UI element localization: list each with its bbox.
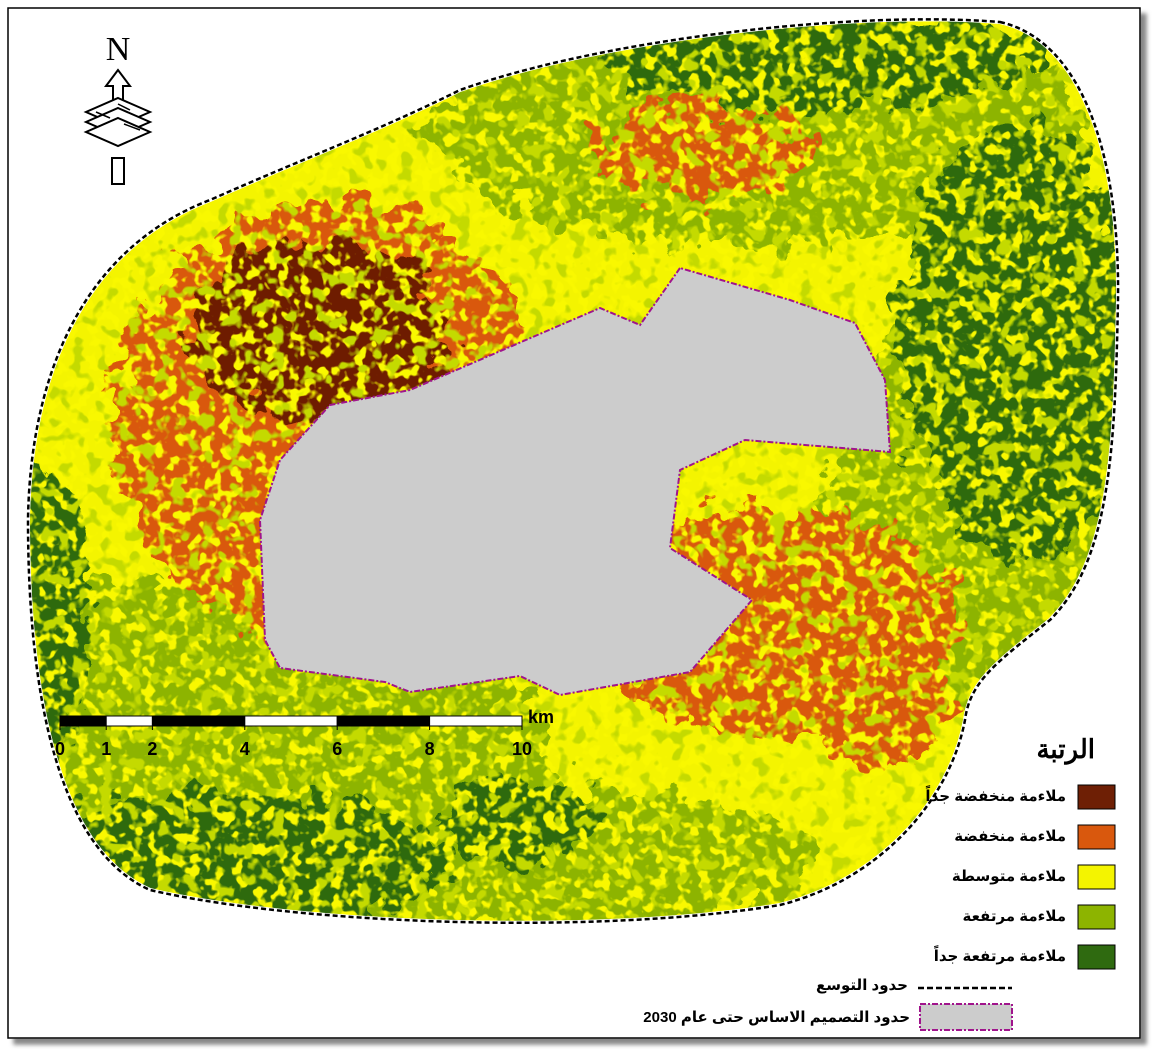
legend-label: حدود التوسع — [816, 977, 908, 994]
legend-label: ملاءمة متوسطة — [952, 868, 1066, 885]
legend-swatch — [1078, 865, 1115, 889]
legend-title: الرتبة — [1036, 735, 1095, 765]
scale-segment — [106, 716, 152, 726]
page: N الرتبة ملاءمة منخفضة جداً ملاءمة منخفضة… — [0, 0, 1156, 1053]
legend-label: ملاءمة منخفضة — [954, 828, 1066, 845]
map: N الرتبة ملاءمة منخفضة جداً ملاءمة منخفضة… — [0, 0, 1156, 1053]
scale-label: 2 — [147, 739, 157, 759]
scale-label: 4 — [240, 739, 250, 759]
scale-segment — [60, 716, 106, 726]
legend-swatch — [1078, 825, 1115, 849]
scale-segment — [430, 716, 522, 726]
scale-unit: km — [528, 707, 554, 727]
legend-swatch — [1078, 785, 1115, 809]
legend-master-plan-swatch — [920, 1004, 1012, 1030]
legend-swatch — [1078, 945, 1115, 969]
legend-label: ملاءمة منخفضة جداً — [925, 785, 1066, 805]
scale-label: 0 — [55, 739, 65, 759]
north-label: N — [106, 31, 131, 68]
legend-swatch — [1078, 905, 1115, 929]
scale-segment — [337, 716, 429, 726]
scale-label: 10 — [512, 739, 532, 759]
scale-label: 1 — [101, 739, 111, 759]
legend-label: ملاءمة مرتفعة جداً — [934, 945, 1066, 965]
scale-label: 8 — [425, 739, 435, 759]
legend-label: ملاءمة مرتفعة — [962, 908, 1066, 925]
legend-label: حدود التصميم الاساس حتى عام 2030 — [643, 1009, 910, 1026]
scale-segment — [152, 716, 244, 726]
scale-label: 6 — [332, 739, 342, 759]
scale-segment — [245, 716, 337, 726]
